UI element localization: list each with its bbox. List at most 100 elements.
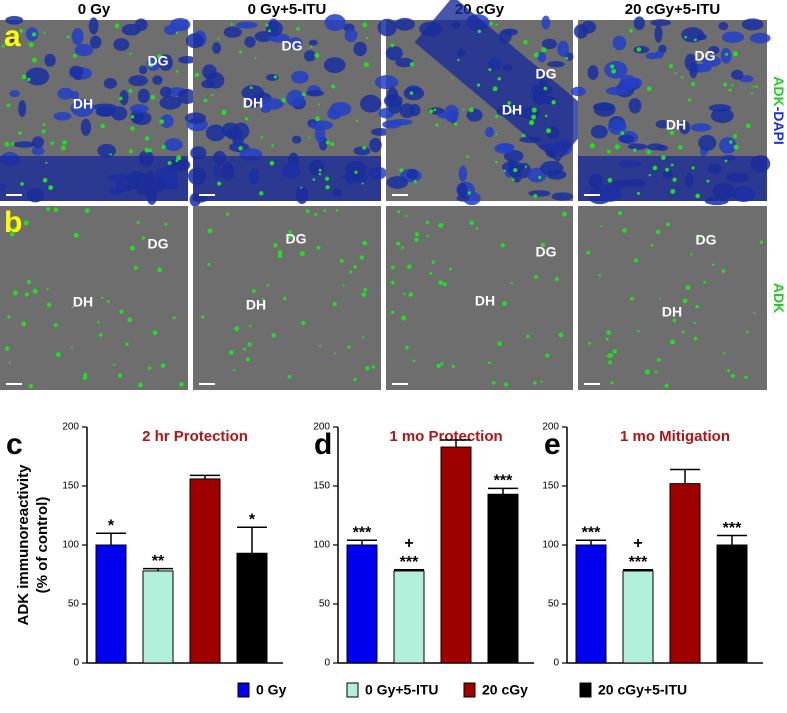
adk-signal: [128, 149, 133, 154]
nucleus: [159, 96, 182, 110]
adk-signal: [558, 332, 564, 338]
adk-signal: [150, 94, 156, 100]
adk-signal: [117, 373, 123, 378]
adk-signal: [355, 119, 359, 123]
adk-signal: [21, 321, 27, 327]
adk-signal: [244, 117, 249, 121]
adk-signal: [476, 83, 481, 87]
nucleus: [308, 39, 318, 46]
adk-signal: [390, 310, 395, 315]
significance: ***: [494, 473, 513, 490]
nucleus: [291, 70, 309, 84]
adk-signal: [466, 155, 470, 159]
bar: [669, 483, 701, 664]
adk-signal: [362, 145, 367, 150]
adk-signal: [247, 342, 252, 347]
adk-signal: [562, 211, 567, 217]
adk-signal: [598, 273, 602, 277]
adk-signal: [451, 77, 454, 80]
adk-signal: [325, 140, 330, 145]
adk-signal: [672, 177, 677, 182]
side-label-part: ADK: [771, 283, 787, 313]
adk-signal: [565, 56, 569, 60]
nucleus: [698, 134, 717, 151]
significance: *: [108, 517, 115, 534]
adk-signal: [24, 292, 29, 297]
nucleus: [720, 47, 732, 64]
region-label: DH: [73, 96, 93, 112]
adk-signal: [172, 316, 176, 320]
adk-signal: [659, 297, 662, 300]
adk-signal: [371, 365, 376, 369]
adk-signal: [98, 333, 103, 337]
adk-signal: [152, 330, 158, 336]
adk-signal: [175, 31, 178, 35]
adk-signal: [232, 368, 236, 372]
nucleus: [502, 28, 518, 36]
bar: [189, 478, 221, 664]
nucleus: [74, 43, 94, 57]
adk-signal: [497, 341, 502, 346]
adk-signal: [43, 31, 46, 34]
adk-signal: [637, 330, 640, 333]
adk-signal: [308, 136, 311, 139]
adk-signal: [84, 208, 90, 214]
adk-signal: [488, 68, 492, 72]
adk-signal: [109, 153, 112, 156]
adk-signal: [32, 288, 38, 294]
adk-signal: [46, 302, 52, 307]
adk-signal: [589, 143, 596, 149]
adk-signal: [365, 36, 369, 40]
adk-signal: [243, 347, 247, 351]
adk-signal: [745, 123, 751, 129]
nucleus: [134, 18, 148, 31]
nucleus: [202, 64, 217, 80]
nucleus: [377, 18, 397, 37]
adk-signal: [100, 123, 105, 129]
adk-signal: [113, 363, 116, 366]
cell-layer: [578, 156, 767, 201]
adk-signal: [532, 381, 537, 385]
nucleus: [570, 86, 586, 97]
y-tick-label: 200: [62, 422, 79, 433]
adk-signal: [10, 142, 15, 146]
micrograph: [193, 206, 381, 390]
nucleus: [69, 65, 84, 77]
nucleus: [44, 53, 56, 67]
adk-signal: [413, 180, 417, 184]
adk-signal: [282, 296, 287, 301]
nucleus: [158, 54, 173, 71]
adk-signal: [28, 42, 34, 48]
adk-signal: [353, 265, 357, 269]
adk-signal: [129, 245, 136, 251]
adk-signal: [680, 76, 684, 79]
adk-signal: [230, 22, 233, 26]
bar: [575, 544, 607, 664]
adk-signal: [130, 115, 135, 119]
adk-signal: [18, 131, 22, 135]
adk-signal: [612, 349, 617, 354]
adk-signal: [12, 290, 18, 296]
nucleus: [344, 28, 358, 43]
nucleus: [650, 19, 671, 27]
y-axis-label: ADK immunoreactivity: [15, 464, 32, 626]
adk-signal: [513, 168, 518, 173]
nucleus: [690, 123, 712, 132]
adk-signal: [666, 222, 670, 227]
adk-signal: [42, 177, 48, 183]
adk-signal: [438, 280, 444, 286]
nucleus: [619, 74, 637, 91]
adk-signal: [164, 222, 168, 226]
legend-swatch: [579, 682, 592, 698]
nucleus: [53, 111, 72, 121]
adk-signal: [251, 289, 256, 293]
panel-letter: b: [4, 206, 22, 239]
adk-signal: [296, 27, 300, 31]
y-tick-label: 0: [324, 658, 330, 669]
adk-signal: [674, 72, 677, 75]
adk-signal: [226, 212, 230, 216]
adk-signal: [315, 116, 320, 122]
adk-signal: [287, 374, 292, 379]
adk-signal: [46, 207, 51, 212]
adk-signal: [684, 35, 688, 39]
